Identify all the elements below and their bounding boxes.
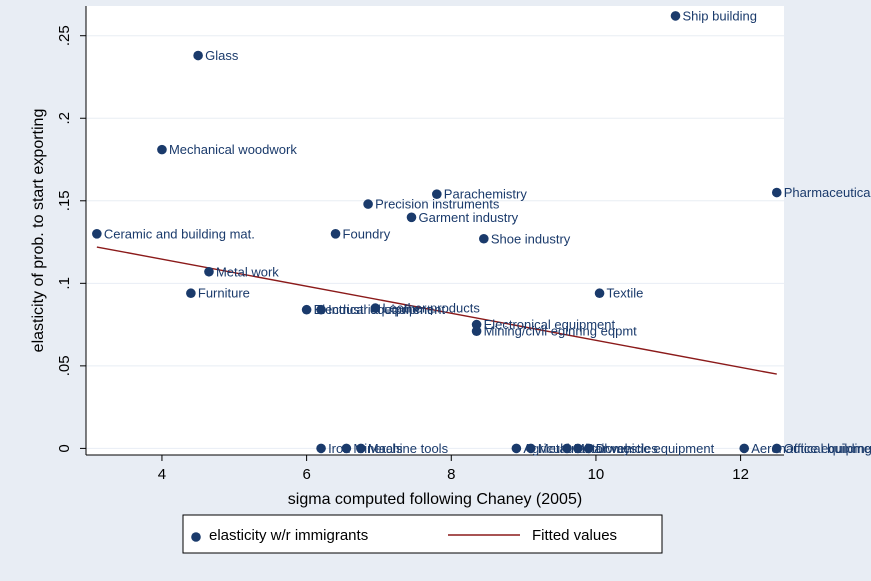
data-point [92,229,102,239]
point-label: Foundry [343,226,391,241]
point-label: Minerals [353,441,403,456]
data-point [583,443,594,454]
data-point [739,443,750,454]
x-tick-label: 4 [158,466,166,483]
point-label: Electronical equipment [484,317,616,332]
point-label: Shoe industry [491,231,571,246]
point-label: Ship building [683,8,757,23]
data-point [363,199,373,209]
data-point [341,443,352,454]
data-point [771,443,782,454]
point-label: Pharmaceuticals [784,185,871,200]
legend-box [182,514,663,554]
plot-area [86,6,784,455]
data-point [471,319,482,330]
x-tick-label: 8 [447,466,455,483]
point-label: Precision instruments [375,197,500,212]
point-label: Parachemistry [444,187,528,202]
data-point [471,326,482,336]
data-point [301,304,312,315]
point-label: Industrial equipment [328,302,445,317]
x-tick-label: 12 [732,466,749,483]
data-point [771,187,782,198]
point-label: Railway [585,441,631,456]
data-point [316,443,326,454]
legend-marker-icon [191,532,201,542]
data-point [670,11,681,21]
point-label: Office equipment [784,441,871,456]
data-point [479,233,489,244]
point-label: Leather products [382,301,480,316]
point-label: Furniture [198,286,250,301]
data-point [432,189,442,199]
point-label: Agricultural [523,441,588,456]
y-tick-label: .15 [56,190,73,211]
point-label: Ceramic and building mat. [104,226,255,241]
y-axis-title: elasticity of prob. to start exporting [30,109,47,353]
y-tick-label: .25 [56,25,73,46]
point-label: Glass [205,48,239,63]
point-label: Mining/civil eginring eqpmt [484,324,638,339]
data-point [511,443,522,454]
data-point [157,144,167,155]
y-tick-label: .2 [56,112,73,125]
legend-label-fitted: Fitted values [532,527,617,544]
y-tick-label: 0 [56,444,73,452]
y-tick-label: .1 [56,277,73,290]
x-tick-label: 10 [588,466,605,483]
data-point [193,50,203,61]
point-label: Motor vehicles [574,441,658,456]
data-point [594,288,605,299]
point-label: Garment industry [418,210,518,225]
point-label: Metal work [216,264,279,279]
point-label: Mechanical woodwork [169,142,297,157]
grid-lines [86,35,784,449]
point-label: Textile [607,286,644,301]
data-point [204,266,214,277]
data-point [186,288,196,299]
data-point [573,443,583,454]
axes: 0 .05 .1 .15 .2 .25 4 6 8 10 12 [56,6,784,483]
point-label: Aeronautical building [751,441,871,456]
data-point [316,304,326,315]
y-tick-label: .05 [56,355,73,376]
data-point [526,443,536,454]
points-layer: Ship building Glass Mechanical woodwork Pha… [92,8,871,456]
point-label: Domestic equipment [596,441,715,456]
x-axis-title: sigma computed following Chaney (2005) [288,491,582,508]
data-point [406,212,417,223]
data-point [330,229,341,239]
legend-label-elasticity: elasticity w/r immigrants [209,527,368,544]
legend: elasticity w/r immigrants Fitted values [182,514,663,554]
data-point [356,443,366,454]
point-label: Metal [538,441,570,456]
point-label: Machine tools [368,441,449,456]
x-tick-label: 6 [302,466,310,483]
data-point [562,443,572,454]
data-point [370,303,381,313]
